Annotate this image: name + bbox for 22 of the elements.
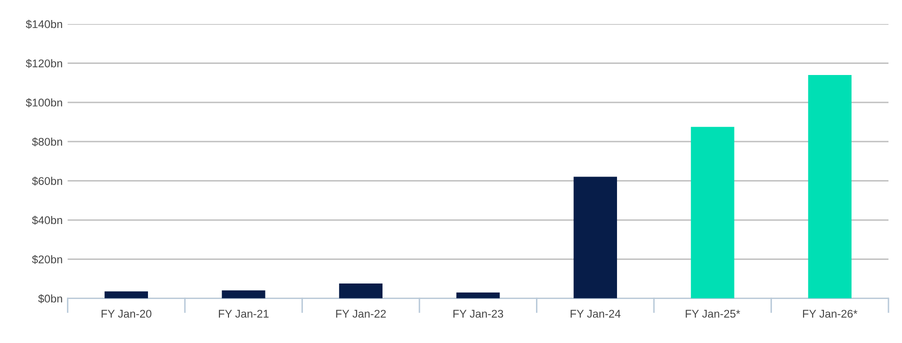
y-tick-label: $80bn bbox=[32, 137, 62, 146]
y-tick-label: $40bn bbox=[32, 216, 62, 225]
x-tick-label: FY Jan-20 bbox=[102, 310, 152, 318]
bar bbox=[104, 291, 148, 298]
y-tick-label: $60bn bbox=[32, 176, 62, 186]
bar bbox=[808, 74, 852, 298]
x-tick-label: FY Jan-26* bbox=[803, 310, 858, 318]
bar bbox=[690, 126, 734, 298]
y-tick-label: $20bn bbox=[32, 255, 62, 264]
x-tick-label: FY Jan-25* bbox=[686, 310, 740, 318]
x-tick-label: FY Jan-22 bbox=[336, 310, 386, 318]
bar bbox=[339, 284, 382, 298]
y-tick-label: $120bn bbox=[26, 59, 62, 68]
x-tick-label: FY Jan-24 bbox=[570, 310, 621, 318]
x-tick-label: FY Jan-23 bbox=[453, 310, 504, 318]
y-tick-label: $140bn bbox=[26, 20, 62, 29]
x-tick-label: FY Jan-21 bbox=[218, 310, 269, 318]
bar bbox=[574, 176, 618, 298]
y-tick-label: $100bn bbox=[26, 98, 62, 108]
bar bbox=[222, 290, 266, 298]
bar bbox=[456, 292, 500, 298]
y-tick-label: $0bn bbox=[38, 294, 62, 304]
